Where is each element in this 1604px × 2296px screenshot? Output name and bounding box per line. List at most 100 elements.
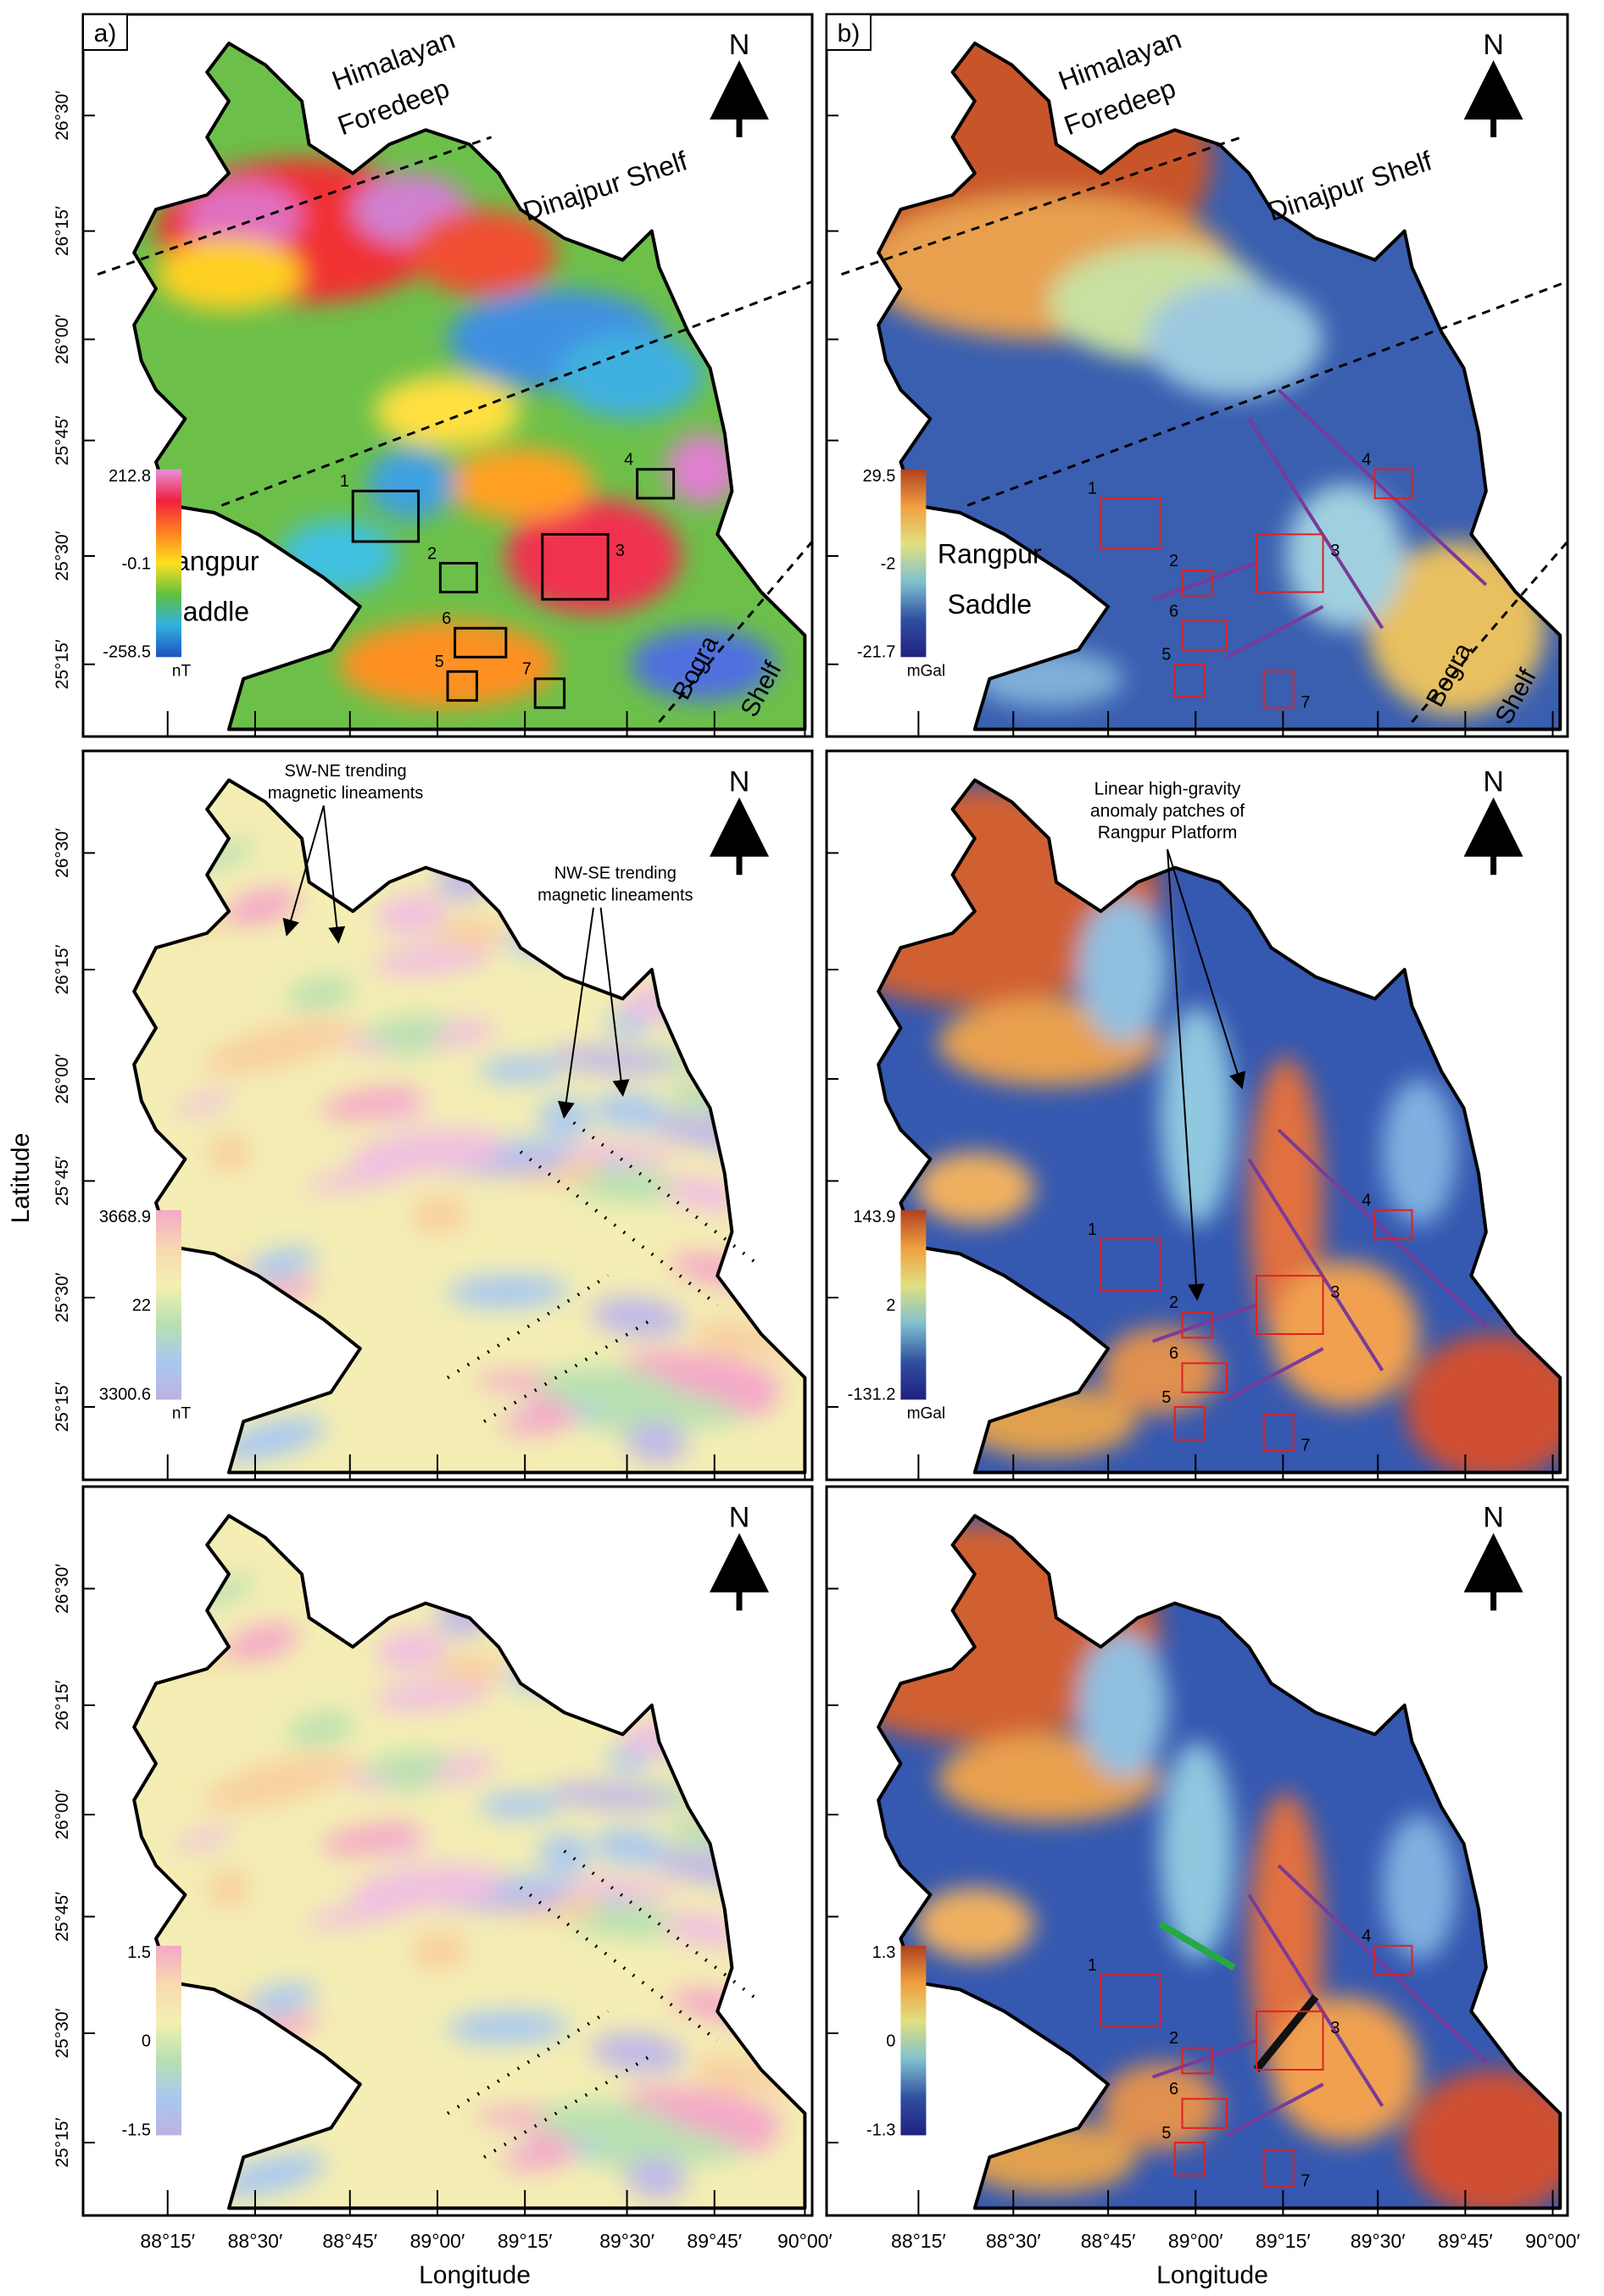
field-blob [1367, 541, 1546, 715]
lat-tick-label: 25°15′ [53, 639, 72, 689]
boundary [877, 778, 1562, 1475]
study-box [1181, 570, 1213, 597]
study-box [1173, 2142, 1206, 2176]
panel-label: a) [94, 19, 117, 47]
colorbar-label: 29.5 [862, 467, 895, 486]
field-blob [321, 1087, 422, 1120]
box-label: 3 [1330, 2019, 1339, 2037]
boundary-line [1411, 540, 1569, 723]
box-label: 5 [1161, 1388, 1171, 1407]
fault-line [1226, 1347, 1324, 1402]
boundary [877, 1514, 1562, 2210]
colorbar-label: -1.3 [866, 2121, 895, 2139]
map-annotation: Dinajpur Shelf [520, 145, 691, 226]
colorbar-label: -131.2 [848, 1385, 896, 1404]
study-box [1181, 620, 1228, 651]
field-blob [287, 1712, 355, 1746]
map-annotation: SW-NE trending [285, 762, 407, 781]
field-blob [590, 2032, 685, 2073]
field-blob [582, 1596, 661, 1627]
field-blob [478, 1792, 561, 1819]
box-label: 7 [1300, 2172, 1310, 2191]
field-blob [390, 1040, 435, 1056]
study-box [1100, 497, 1161, 550]
lon-tick-label: 88°30′ [986, 2230, 1041, 2252]
field-blob [557, 331, 703, 420]
lon-tick-label: 89°45′ [687, 2230, 742, 2252]
field-blob [437, 1653, 506, 1686]
field-blob [207, 1131, 252, 1174]
field-blob [593, 1828, 666, 1865]
north-label: N [1483, 29, 1504, 61]
map-annotation: magnetic lineaments [537, 886, 693, 904]
fault-line [1277, 388, 1488, 587]
map-annotation: anomaly patches of [1090, 801, 1245, 820]
box-label: 6 [442, 609, 451, 628]
field-blob [376, 893, 448, 937]
colorbar [156, 1945, 181, 2136]
north-label: N [1483, 1501, 1504, 1533]
anomaly-field [878, 43, 1561, 730]
fault-line [1277, 1864, 1488, 2064]
study-box [1100, 1238, 1161, 1292]
pointer [282, 805, 325, 937]
box-label: 7 [1300, 693, 1310, 712]
fault-line [1151, 2038, 1257, 2079]
field-blob [590, 1296, 685, 1337]
box-label: 1 [1088, 480, 1097, 498]
y-axis-label: Latitude [7, 1133, 35, 1224]
field-blob [553, 1141, 677, 1165]
field-blobs [156, 158, 776, 708]
field-blob [372, 943, 493, 976]
lon-tick-label: 89°30′ [599, 2230, 654, 2252]
panel-frame [81, 1485, 814, 2217]
study-box [446, 670, 478, 702]
field-blob [716, 976, 805, 1008]
box-label: 1 [1088, 1220, 1097, 1239]
field-blob [547, 1046, 676, 1075]
study-box [1262, 670, 1295, 709]
x-axis-label: Longitude [419, 2261, 531, 2289]
lat-tick-label: 26°00′ [53, 1789, 72, 1839]
colorbar-unit: mGal [907, 662, 945, 680]
colorbar [900, 1209, 927, 1400]
anomaly-field [134, 43, 805, 730]
field-blob [207, 1867, 252, 1910]
lat-tick-label: 26°30′ [53, 91, 72, 141]
field-blob [659, 979, 746, 1022]
field-blob [960, 2121, 1139, 2194]
panel-frame [825, 749, 1569, 1482]
box-label: 1 [340, 472, 349, 491]
map-annotation: magnetic lineaments [268, 784, 423, 803]
field-blob [202, 1753, 357, 1811]
colorbar-label: -1.5 [122, 2121, 151, 2139]
lon-tick-label: 88°45′ [322, 2230, 377, 2252]
colorbar-label: -0.1 [122, 555, 151, 574]
colorbar-unit: nT [172, 1404, 192, 1422]
field-blob [478, 1056, 561, 1083]
lat-tick-label: 25°30′ [53, 531, 72, 581]
map-annotation: Rangpur [938, 539, 1042, 570]
box-label: 4 [1362, 451, 1371, 470]
colorbar [900, 1945, 927, 2136]
fault-line [1247, 418, 1384, 630]
study-box [1100, 1974, 1161, 2027]
field-blob [1078, 897, 1168, 1042]
map-annotation: NW-SE trending [554, 864, 677, 883]
lat-tick-label: 25°30′ [53, 1272, 72, 1322]
field-blob [372, 1679, 493, 1712]
box-label: 6 [1169, 2080, 1178, 2099]
panel-label-box [826, 14, 872, 51]
lon-tick-label: 88°45′ [1081, 2230, 1136, 2252]
lon-tick-label: 88°30′ [228, 2230, 283, 2252]
field-blob [390, 1776, 435, 1792]
north-label: N [729, 1501, 750, 1533]
box-label: 3 [1330, 1283, 1339, 1302]
field-blob [246, 1247, 317, 1280]
anomaly-field [134, 780, 805, 1473]
lon-tick-label: 89°45′ [1438, 2230, 1493, 2252]
field-blob [498, 2152, 565, 2171]
study-box [1255, 533, 1324, 593]
lat-tick-label: 25°45′ [53, 1156, 72, 1206]
